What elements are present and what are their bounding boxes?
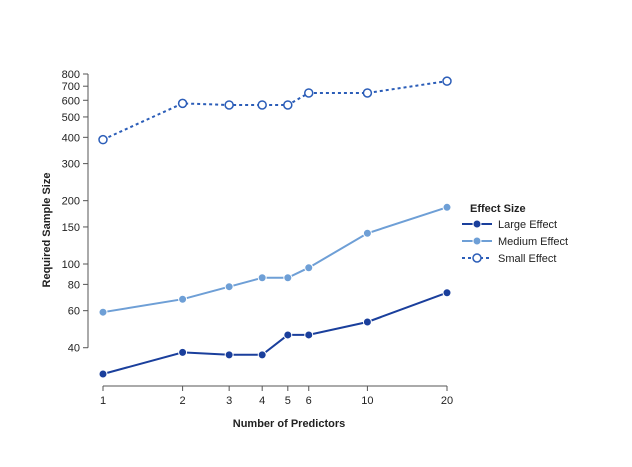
data-point (362, 228, 372, 238)
data-point (442, 76, 452, 86)
data-point (178, 347, 188, 357)
legend-swatch-marker (472, 253, 482, 263)
x-tick-label: 10 (361, 395, 373, 407)
data-point (303, 88, 314, 98)
y-tick-label: 300 (62, 159, 80, 171)
data-point (304, 263, 314, 273)
legend-item: Small Effect (462, 253, 557, 265)
legend-swatch-marker (472, 236, 482, 246)
y-tick-label: 800 (62, 69, 80, 81)
y-tick-label: 700 (62, 81, 80, 93)
data-point (98, 369, 108, 379)
data-point (224, 282, 234, 292)
legend-item: Medium Effect (462, 236, 568, 248)
legend-label: Large Effect (498, 219, 557, 231)
y-tick-label: 100 (62, 259, 80, 271)
x-tick-label: 6 (306, 395, 312, 407)
data-point (224, 100, 234, 110)
series-medium-effect (98, 202, 452, 317)
x-axis-title: Number of Predictors (233, 418, 345, 430)
series-line (102, 206, 448, 314)
x-tick-label: 20 (441, 395, 453, 407)
series-large-effect (98, 288, 452, 379)
y-tick-label: 400 (62, 132, 80, 144)
y-tick-label: 40 (68, 343, 80, 355)
data-point (257, 350, 267, 360)
data-point (257, 273, 267, 283)
y-tick-label: 600 (62, 95, 80, 107)
y-tick-label: 150 (62, 222, 80, 234)
data-point (224, 350, 234, 360)
legend-swatch-marker (472, 219, 482, 229)
data-point (442, 202, 452, 212)
legend-item: Large Effect (462, 219, 557, 231)
series-line (102, 291, 448, 375)
x-tick-label: 3 (226, 395, 232, 407)
series-small-effect (98, 76, 452, 145)
data-point (283, 273, 293, 283)
data-point (362, 88, 373, 98)
data-point (362, 317, 372, 327)
x-tick-label: 1 (100, 395, 106, 407)
legend-title: Effect Size (470, 203, 526, 215)
data-point (177, 98, 188, 109)
x-tick-label: 4 (259, 395, 265, 407)
data-point (257, 100, 267, 110)
legend-label: Medium Effect (498, 236, 568, 248)
y-axis-title: Required Sample Size (41, 173, 53, 288)
x-tick-label: 2 (180, 395, 186, 407)
data-point (283, 330, 293, 340)
data-point (304, 330, 314, 340)
data-point (442, 288, 452, 298)
data-point (98, 134, 108, 145)
y-tick-label: 60 (68, 306, 80, 318)
y-tick-label: 200 (62, 196, 80, 208)
legend-label: Small Effect (498, 253, 557, 265)
x-tick-label: 5 (285, 395, 291, 407)
y-tick-label: 80 (68, 279, 80, 291)
legend: Effect Size Large Effect Medium Effect Sma… (462, 203, 568, 265)
data-point (283, 100, 293, 110)
series-line (102, 80, 448, 141)
data-point (98, 307, 108, 317)
series-layer (98, 76, 452, 379)
y-tick-label: 500 (62, 112, 80, 124)
data-point (178, 294, 188, 304)
